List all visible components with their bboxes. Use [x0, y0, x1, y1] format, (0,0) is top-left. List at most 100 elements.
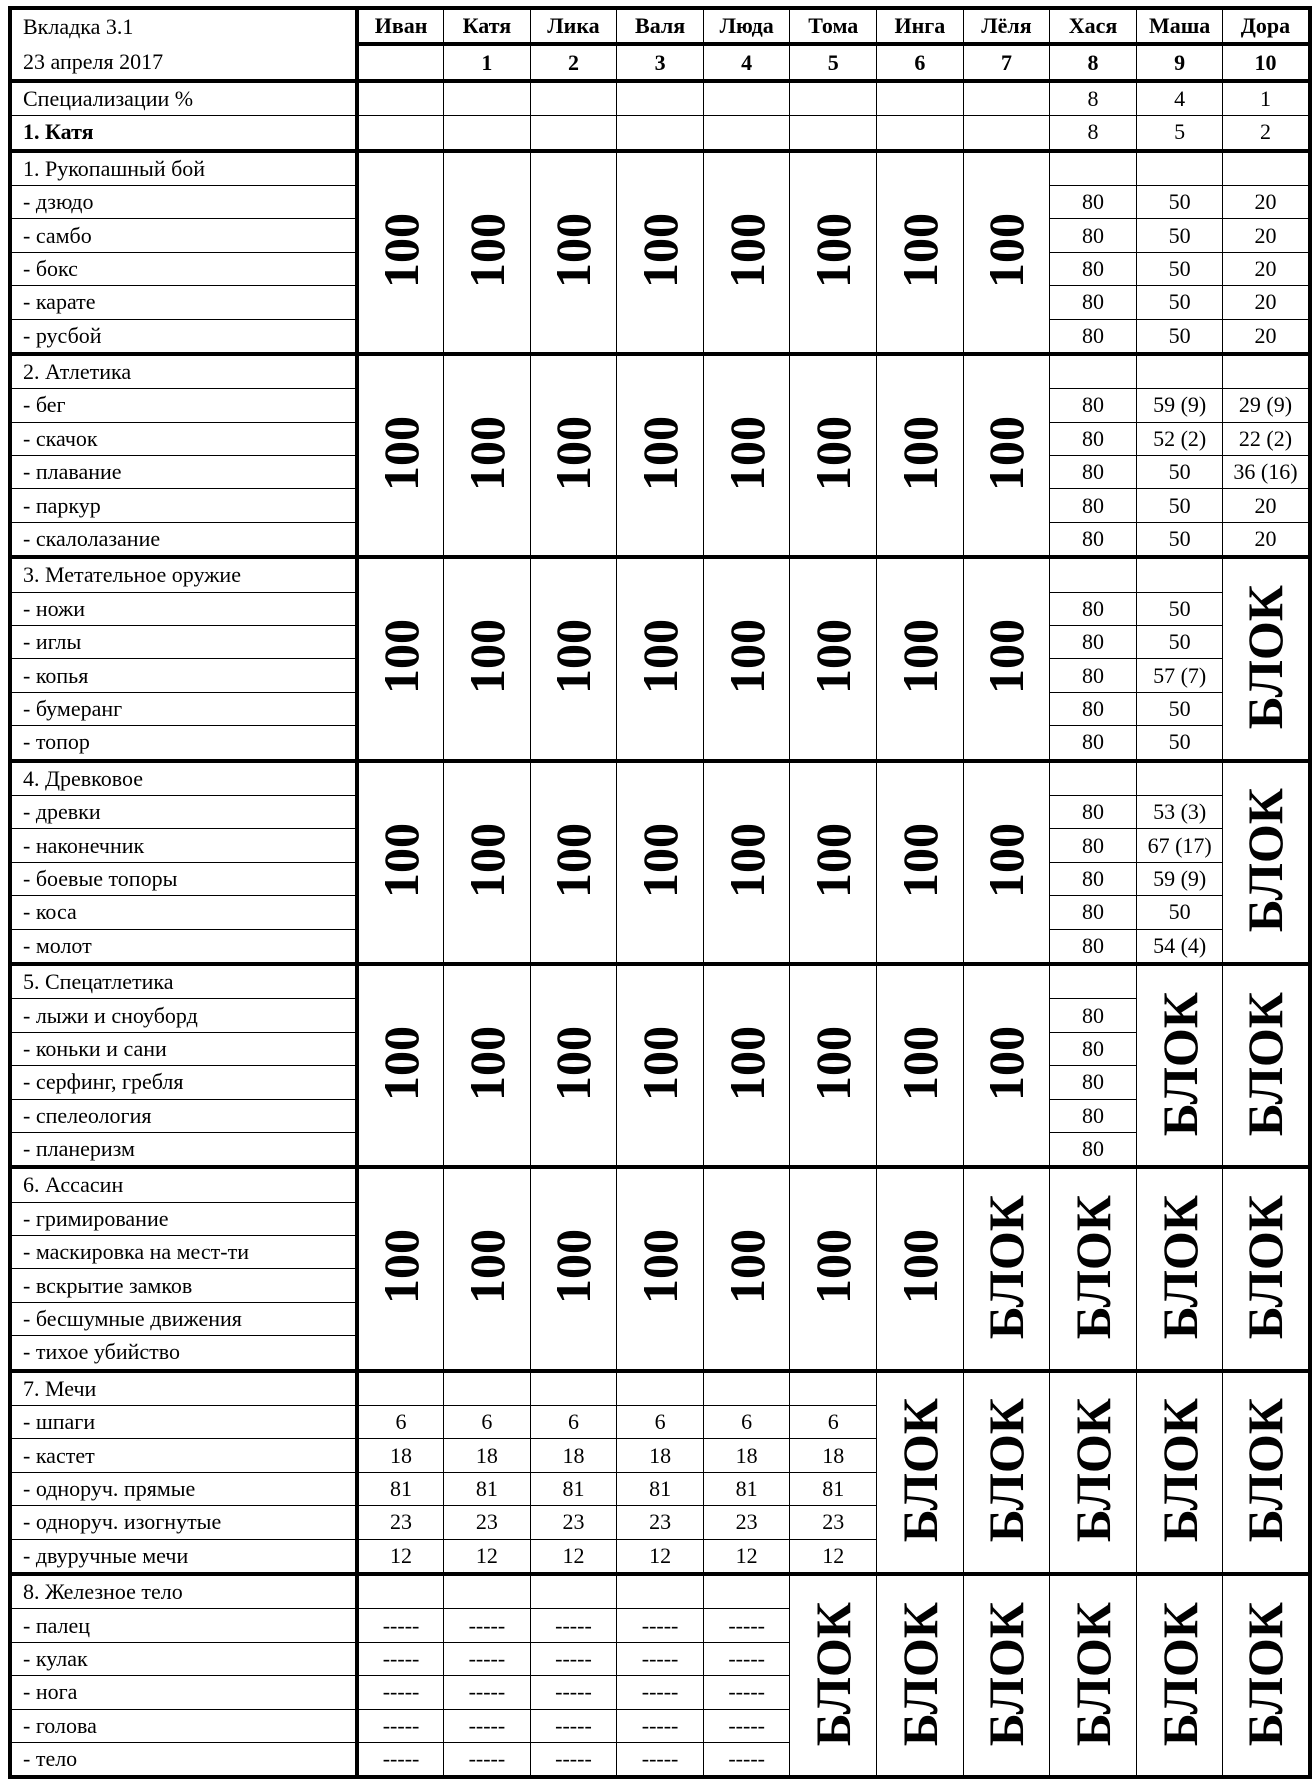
score-label: 100	[373, 212, 430, 288]
full-score-cell: 100	[616, 1165, 704, 1372]
empty-cell	[1049, 148, 1137, 186]
skill-row: - нога ----- ----- ----- ----- -----	[9, 1675, 1310, 1710]
column-name: Валя	[616, 7, 704, 45]
skill-label: - серфинг, гребля	[9, 1065, 358, 1100]
skill-row: - кулак ----- ----- ----- ----- -----	[9, 1641, 1310, 1677]
skill-row: - наконечник 80 67 (17)	[9, 828, 1310, 863]
skill-value: 80	[1049, 591, 1137, 627]
skill-value: 23	[355, 1505, 445, 1540]
skill-value: 80	[1049, 1031, 1137, 1067]
blocked-label: БЛОК	[1237, 584, 1294, 730]
score-label: 100	[458, 1026, 515, 1102]
skill-value: 50	[1135, 455, 1224, 490]
empty-cell	[355, 1368, 445, 1407]
skill-value: 80	[1049, 455, 1137, 490]
skill-value: 22 (2)	[1222, 421, 1311, 457]
skill-value: 18	[355, 1438, 445, 1473]
score-label: 100	[458, 416, 515, 492]
skill-value: 81	[355, 1471, 445, 1507]
skill-row: - бег 80 59 (9) 29 (9)	[9, 388, 1311, 423]
column-number: 10	[1222, 42, 1311, 82]
skill-row: - дзюдо 80 50 20	[9, 184, 1311, 220]
section-header-row: 5. Спецатлетика 100 100 100 100 100 100 100 100 Б…	[9, 961, 1311, 1168]
empty-cell	[702, 1368, 791, 1407]
full-score-cell: 100	[529, 961, 618, 1168]
section-title: 5. Спецатлетика	[9, 961, 358, 1000]
skill-row: - русбой 80 50 20	[9, 318, 1311, 355]
skill-value: -----	[443, 1641, 531, 1677]
skill-value: 50	[1135, 218, 1224, 253]
section-title: 3. Метательное оружие	[9, 555, 358, 593]
skill-label: - бесшумные движения	[9, 1301, 358, 1337]
summary-value	[702, 115, 791, 152]
empty-cell	[1049, 758, 1137, 796]
skill-value: 20	[1222, 184, 1311, 220]
score-label: 100	[805, 212, 862, 288]
score-label: 100	[718, 1229, 775, 1305]
skill-row: - паркур 80 50 20	[9, 488, 1311, 523]
skill-row: - коньки и сани 80	[9, 1031, 1310, 1067]
skill-value: 80	[1049, 388, 1137, 423]
summary-value	[962, 78, 1051, 117]
skill-value: -----	[355, 1641, 445, 1677]
full-score-cell: 100	[702, 961, 791, 1168]
full-score-cell: 100	[355, 555, 445, 762]
skill-value: 12	[355, 1538, 445, 1575]
section-header-row: 8. Железное тело БЛОК БЛОК БЛОК БЛОК БЛОК БЛОК	[9, 1571, 1311, 1778]
skill-value: -----	[443, 1675, 531, 1710]
blocked-cell: БЛОК	[962, 1368, 1051, 1575]
skill-value: 23	[529, 1505, 618, 1540]
skill-value: 80	[1049, 998, 1137, 1033]
summary-value: 5	[1135, 115, 1224, 152]
empty-cell	[1222, 351, 1311, 390]
full-score-cell: 100	[616, 555, 704, 762]
summary-row: 1. Катя 8 5 2	[9, 115, 1311, 152]
full-score-cell: 100	[443, 555, 531, 762]
full-score-cell: 100	[789, 758, 878, 965]
skill-row: - карате 80 50 20	[9, 285, 1311, 320]
skill-row: - коса 80 50	[9, 895, 1310, 930]
skill-value: 50	[1135, 318, 1224, 355]
skill-row: - одноруч. изогнутые 23 23 23 23 23 23	[9, 1505, 1310, 1540]
column-number: 6	[876, 42, 964, 82]
skill-label: - карате	[9, 285, 358, 320]
skill-value: 6	[355, 1405, 445, 1440]
skill-value: 23	[702, 1505, 791, 1540]
score-label: 100	[545, 212, 602, 288]
skill-value: 80	[1049, 658, 1137, 693]
column-number: 1	[443, 42, 531, 82]
blocked-label: БЛОК	[891, 1398, 948, 1543]
score-label: 100	[891, 416, 948, 492]
blocked-label: БЛОК	[978, 1398, 1035, 1543]
skill-value: 59 (9)	[1135, 388, 1224, 423]
skill-value: 81	[529, 1471, 618, 1507]
skill-label: - молот	[9, 928, 358, 965]
skill-value: 80	[1049, 421, 1137, 457]
score-label: 100	[632, 212, 689, 288]
section-title: 4. Древковое	[9, 758, 358, 796]
full-score-cell: 100	[443, 351, 531, 558]
full-score-cell: 100	[702, 1165, 791, 1372]
section-title: 7. Мечи	[9, 1368, 358, 1407]
summary-value	[789, 78, 878, 117]
full-score-cell: 100	[616, 148, 704, 355]
skill-value: 80	[1049, 521, 1137, 558]
skill-value: -----	[355, 1675, 445, 1710]
score-label: 100	[632, 416, 689, 492]
skill-label: - вскрытие замков	[9, 1268, 358, 1303]
skill-value: 50	[1135, 591, 1224, 627]
column-name: Хася	[1049, 7, 1137, 45]
skill-label: - гримирование	[9, 1201, 358, 1237]
skill-row: - бумеранг 80 50	[9, 691, 1310, 727]
skill-value: 18	[616, 1438, 704, 1473]
score-label: 100	[891, 212, 948, 288]
skill-label: - иглы	[9, 625, 358, 660]
row-label: Специализации %	[9, 78, 358, 117]
score-label: 100	[891, 1229, 948, 1305]
full-score-cell: 100	[789, 555, 878, 762]
skill-value: -----	[702, 1641, 791, 1677]
skill-value: 80	[1049, 1098, 1137, 1133]
column-name: Тома	[789, 7, 878, 45]
score-label: 100	[458, 212, 515, 288]
blocked-cell: БЛОК	[1135, 1571, 1224, 1778]
